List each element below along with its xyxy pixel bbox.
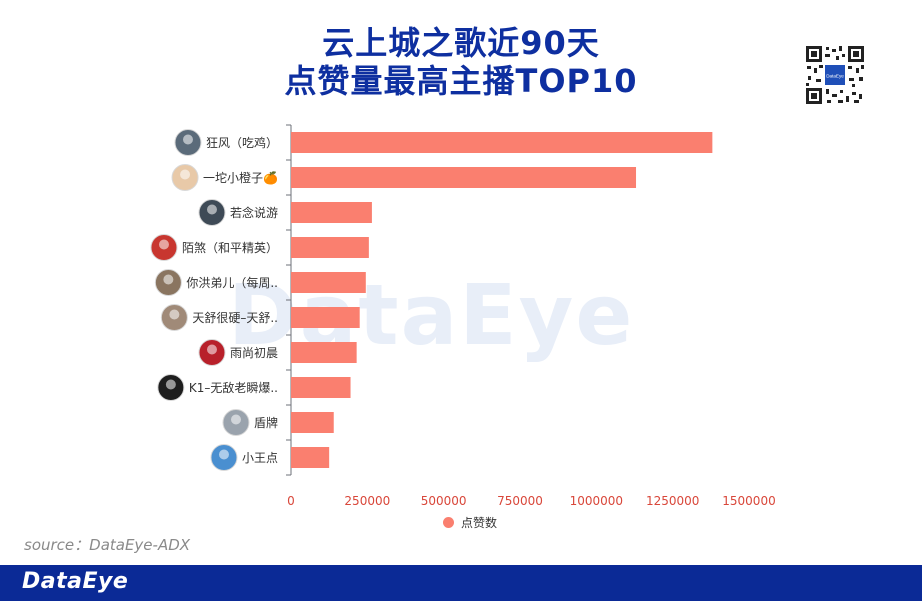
bar: [291, 132, 713, 153]
bar: [291, 342, 357, 363]
avatar-head-shape: [163, 274, 174, 285]
avatar-head-shape: [206, 204, 217, 215]
legend[interactable]: 点赞数: [443, 514, 497, 531]
avatar-head-shape: [218, 449, 229, 460]
avatar-head-shape: [206, 344, 217, 355]
x-tick-label: 1500000: [722, 494, 775, 508]
bar: [291, 307, 360, 328]
title-line-1: 云上城之歌近90天: [322, 24, 600, 62]
footer-bar: DataEye: [0, 565, 922, 601]
title-line-2: 点赞量最高主播TOP10: [284, 62, 638, 100]
category-label: K1–无敌老瞬爆..: [189, 380, 278, 395]
avatar-head-shape: [182, 134, 193, 145]
avatar-head-shape: [230, 414, 241, 425]
bar: [291, 447, 330, 468]
avatar-head-shape: [158, 239, 169, 250]
category-label: 天舒很硬–天舒..: [192, 311, 278, 325]
category-label: 你洪弟儿（每周..: [186, 275, 278, 290]
category-label: 一坨小橙子🍊: [203, 170, 279, 185]
chart-title: 云上城之歌近90天 点赞量最高主播TOP10: [0, 24, 922, 100]
category-label: 陌煞（和平精英）: [182, 241, 278, 255]
x-tick-label: 0: [287, 494, 295, 508]
x-tick-label: 1000000: [570, 494, 623, 508]
avatar-head-shape: [180, 169, 191, 180]
bar: [291, 377, 351, 398]
qr-logo-text: DataEye: [826, 74, 844, 79]
category-label: 若念说游: [230, 205, 278, 220]
category-label: 盾牌: [254, 416, 278, 430]
source-note: source：DataEye-ADX: [24, 536, 191, 554]
bar: [291, 202, 372, 223]
bar: [291, 272, 366, 293]
bar: [291, 412, 334, 433]
x-tick-label: 500000: [421, 494, 467, 508]
category-label: 雨尚初晨: [230, 346, 278, 360]
legend-label: 点赞数: [461, 516, 498, 530]
category-label: 小王点: [242, 451, 278, 465]
x-tick-label: 250000: [344, 494, 390, 508]
footer-logo: DataEye: [22, 569, 129, 594]
avatar-head-shape: [165, 379, 176, 390]
x-tick-label: 1250000: [646, 494, 699, 508]
bar: [291, 167, 637, 188]
legend-swatch: [443, 517, 454, 528]
avatar-head-shape: [169, 309, 180, 320]
category-label: 狂风（吃鸡）: [206, 135, 278, 150]
qr-code-icon: DataEye: [804, 44, 866, 106]
x-tick-label: 750000: [497, 494, 543, 508]
bar: [291, 237, 369, 258]
